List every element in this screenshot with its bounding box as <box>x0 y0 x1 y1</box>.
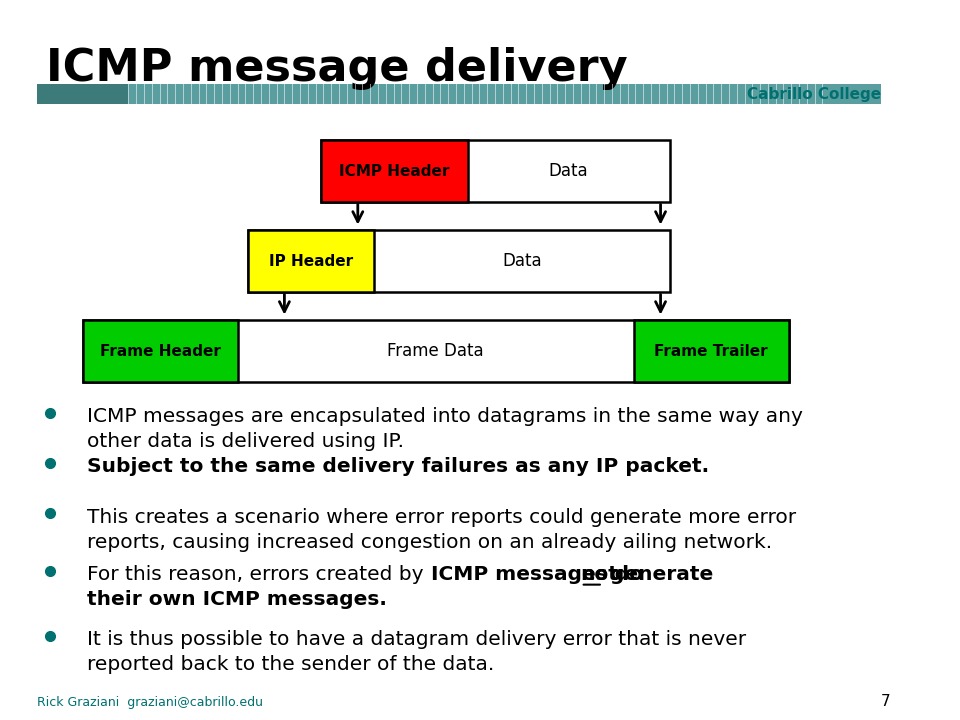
Text: Data: Data <box>502 252 541 270</box>
Text: their own ICMP messages.: their own ICMP messages. <box>87 590 387 609</box>
Text: IP Header: IP Header <box>269 253 353 269</box>
Text: Rick Graziani  graziani@cabrillo.edu: Rick Graziani graziani@cabrillo.edu <box>36 696 263 709</box>
Text: Frame Data: Frame Data <box>388 342 484 360</box>
Text: For this reason, errors created by: For this reason, errors created by <box>87 565 430 584</box>
FancyBboxPatch shape <box>248 230 670 292</box>
FancyBboxPatch shape <box>36 84 129 104</box>
Text: ICMP Header: ICMP Header <box>339 163 449 179</box>
FancyBboxPatch shape <box>321 140 468 202</box>
Text: Subject to the same delivery failures as any IP packet.: Subject to the same delivery failures as… <box>87 457 709 476</box>
Text: not: not <box>581 565 618 584</box>
Text: ICMP message delivery: ICMP message delivery <box>46 47 628 90</box>
Text: This creates a scenario where error reports could generate more error
reports, c: This creates a scenario where error repo… <box>87 508 796 552</box>
Text: It is thus possible to have a datagram delivery error that is never
reported bac: It is thus possible to have a datagram d… <box>87 630 746 674</box>
Text: ICMP messages are encapsulated into datagrams in the same way any
other data is : ICMP messages are encapsulated into data… <box>87 407 803 451</box>
Text: ICMP messages do: ICMP messages do <box>431 565 650 584</box>
Text: Frame Trailer: Frame Trailer <box>655 343 768 359</box>
Text: Frame Header: Frame Header <box>100 343 221 359</box>
FancyBboxPatch shape <box>321 140 670 202</box>
FancyBboxPatch shape <box>83 320 789 382</box>
FancyBboxPatch shape <box>83 320 238 382</box>
Text: Data: Data <box>549 162 588 180</box>
FancyBboxPatch shape <box>248 230 374 292</box>
Text: Cabrillo College: Cabrillo College <box>747 87 880 102</box>
FancyBboxPatch shape <box>36 84 880 104</box>
Text: 7: 7 <box>880 694 890 709</box>
FancyBboxPatch shape <box>634 320 789 382</box>
Text: generate: generate <box>603 565 713 584</box>
